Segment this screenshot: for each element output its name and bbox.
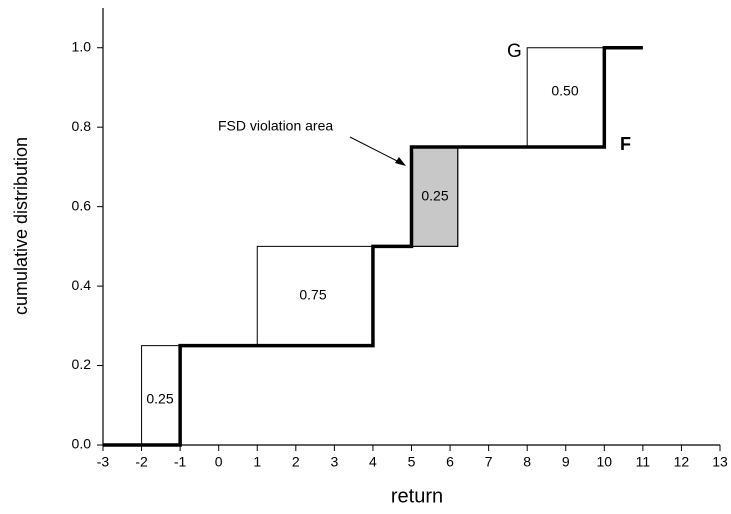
x-tick-label: -1 <box>174 454 187 470</box>
x-tick-label: 3 <box>330 454 338 470</box>
arrow-line <box>349 136 404 165</box>
annotation: 0.25 <box>421 188 448 204</box>
annotation: 0.25 <box>146 391 173 407</box>
y-tick-label: 0.2 <box>72 356 92 372</box>
x-tick-label: 4 <box>369 454 377 470</box>
series-line <box>103 47 605 446</box>
x-tick-label: 12 <box>674 454 690 470</box>
x-tick-label: 11 <box>636 454 651 470</box>
x-tick-label: 0 <box>215 454 223 470</box>
x-tick-label: 9 <box>562 454 570 470</box>
annotation: 0.50 <box>551 83 578 99</box>
x-tick-label: 5 <box>408 454 416 470</box>
series-line <box>103 45 643 447</box>
annotation: FSD violation area <box>218 118 333 134</box>
y-axis-label: cumulative distribution <box>11 137 31 315</box>
x-axis-label: return <box>391 485 443 507</box>
annotation: 0.75 <box>299 287 326 303</box>
series-label: G <box>507 41 522 62</box>
series-label: F <box>620 134 631 154</box>
x-tick-label: 13 <box>712 454 728 470</box>
x-tick-label: -3 <box>97 454 110 470</box>
y-tick-label: 0.8 <box>72 118 92 134</box>
x-tick-label: 1 <box>253 454 261 470</box>
x-tick-label: 7 <box>485 454 493 470</box>
x-tick-label: 8 <box>523 454 531 470</box>
arrow-head <box>395 157 406 166</box>
y-tick-label: 1.0 <box>72 38 92 54</box>
x-tick-label: 10 <box>597 454 613 470</box>
y-tick-label: 0.6 <box>72 197 92 213</box>
x-tick-label: 6 <box>446 454 454 470</box>
x-tick-label: -2 <box>135 454 148 470</box>
shaded-area <box>411 146 459 247</box>
y-tick-label: 0.0 <box>72 436 92 452</box>
x-tick-label: 2 <box>292 454 300 470</box>
y-tick-label: 0.4 <box>72 277 92 293</box>
